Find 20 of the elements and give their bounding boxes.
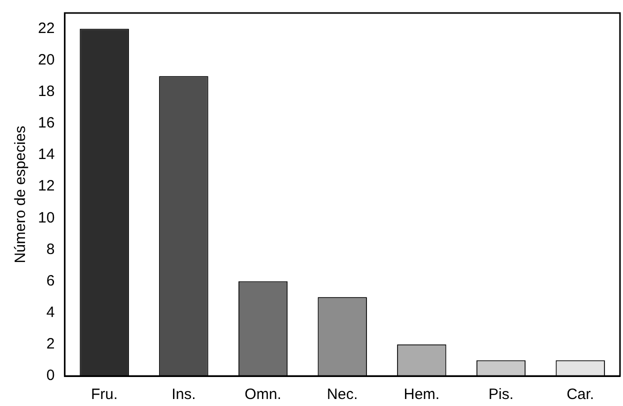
y-tick-label: 22: [38, 20, 55, 37]
x-tick-label: Nec.: [326, 386, 358, 404]
y-tick-label: 0: [46, 367, 55, 384]
x-tick-label: Pis.: [488, 386, 514, 404]
x-tick-label: Omn.: [244, 386, 282, 404]
x-tick-label: Hem.: [404, 386, 440, 404]
y-tick-label: 10: [38, 209, 55, 226]
x-tick-label: Car.: [566, 386, 594, 404]
y-tick-label: 12: [38, 178, 55, 195]
x-tick-label: Fru.: [91, 386, 118, 404]
y-tick-label: 8: [46, 240, 55, 258]
y-tick-label: 4: [46, 304, 55, 322]
y-tick-label: 18: [38, 83, 55, 100]
y-tick-label: 16: [38, 114, 55, 132]
y-tick-label: 2: [46, 336, 55, 353]
y-axis-title: Número de especies: [12, 126, 30, 264]
y-tick-label: 14: [38, 146, 55, 164]
y-tick-label: 6: [46, 272, 55, 290]
y-tick-label: 20: [38, 51, 55, 68]
x-tick-label: Ins.: [172, 386, 196, 404]
